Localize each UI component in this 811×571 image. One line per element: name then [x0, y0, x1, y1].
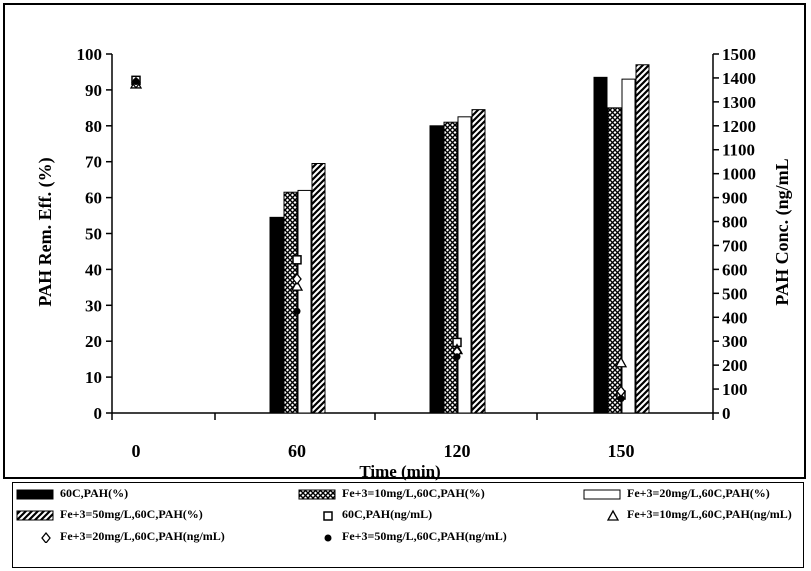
point-triangle-60: [290, 279, 304, 291]
legend-swatch: [324, 534, 332, 541]
point-diamond-60: [292, 272, 302, 286]
bar-white-60: [297, 189, 312, 414]
y-tick-label-right: 200: [722, 356, 748, 375]
bar-solid-120: [429, 125, 444, 414]
bar-solid-60: [269, 216, 284, 414]
y-tick-label-right: 1500: [722, 45, 756, 64]
y-tick-label-right: 700: [722, 236, 748, 255]
chart-frame: [3, 3, 806, 479]
y-tick-label-right: 1000: [722, 165, 756, 184]
legend-swatch: [298, 489, 336, 499]
legend-item: 60C,PAH(ng/mL): [298, 507, 432, 522]
y-tick-label-left: 80: [85, 117, 102, 136]
x-tick-label: 120: [444, 441, 471, 461]
point-dot-60: [293, 307, 301, 315]
chart-canvas: 0102030405060708090100010020030040050060…: [35, 45, 793, 481]
legend-item: Fe+3=20mg/L,60C,PAH(%): [583, 486, 770, 501]
point-dot-120: [453, 353, 461, 361]
legend-label: 60C,PAH(%): [60, 486, 129, 500]
bar-diagonal-150: [635, 64, 650, 414]
y-tick-label-left: 40: [85, 260, 102, 279]
legend-label: Fe+3=10mg/L,60C,PAH(%): [342, 486, 485, 500]
bars-layer: [269, 64, 650, 414]
y-tick-label-right: 300: [722, 332, 748, 351]
legend-item: 60C,PAH(%): [16, 486, 128, 501]
y-tick-label-right: 500: [722, 284, 748, 303]
y-tick-label-left: 70: [85, 153, 102, 172]
legend-item: Fe+3=10mg/L,60C,PAH(%): [298, 486, 485, 501]
legend-item: Fe+3=20mg/L,60C,PAH(ng/mL): [16, 529, 225, 544]
y-tick-label-left: 90: [85, 81, 102, 100]
y-tick-label-right: 900: [722, 189, 748, 208]
legend-swatch: [16, 489, 54, 499]
y-tick-label-left: 10: [85, 368, 102, 387]
x-tick-label: 60: [288, 441, 306, 461]
y-tick-label-right: 400: [722, 308, 748, 327]
x-axis-title: Time (min): [359, 462, 440, 481]
labels-layer: 0102030405060708090100010020030040050060…: [35, 45, 793, 481]
legend-label: Fe+3=20mg/L,60C,PAH(%): [627, 486, 770, 500]
y-tick-label-right: 100: [722, 380, 748, 399]
y-tick-label-left: 50: [85, 225, 102, 244]
legend-item: Fe+3=50mg/L,60C,PAH(%): [16, 507, 203, 522]
bar-crosshatch-150: [607, 107, 622, 414]
y-tick-label-left: 100: [77, 45, 103, 64]
points-layer: [129, 75, 628, 403]
legend-label: Fe+3=20mg/L,60C,PAH(ng/mL): [60, 529, 225, 543]
y-tick-label-right: 1300: [722, 93, 756, 112]
legend-item: Fe+3=50mg/L,60C,PAH(ng/mL): [298, 529, 507, 544]
bar-diagonal-120: [471, 109, 486, 414]
y-axis-title-right: PAH Conc. (ng/mL: [772, 158, 793, 305]
point-triangle-150: [614, 356, 628, 368]
point-dot-150: [617, 395, 625, 403]
x-tick-label: 150: [608, 441, 635, 461]
bar-white-150: [621, 78, 636, 414]
x-tick-label: 0: [132, 441, 141, 461]
legend: 60C,PAH(%) Fe+3=10mg/L,60C,PAH(%) Fe+3=20m…: [12, 482, 804, 568]
legend-swatch: [606, 509, 620, 521]
y-tick-label-right: 0: [722, 404, 731, 423]
legend-label: 60C,PAH(ng/mL): [342, 507, 433, 521]
legend-label: Fe+3=10mg/L,60C,PAH(ng/mL): [627, 507, 792, 521]
legend-label: Fe+3=50mg/L,60C,PAH(ng/mL): [342, 529, 507, 543]
bar-crosshatch-120: [443, 121, 458, 414]
bar-crosshatch-60: [283, 191, 298, 414]
y-tick-label-right: 800: [722, 213, 748, 232]
legend-swatch: [16, 510, 54, 520]
y-tick-label-right: 1100: [722, 141, 755, 160]
y-tick-label-left: 0: [94, 404, 103, 423]
y-tick-label-left: 20: [85, 332, 102, 351]
legend-item: Fe+3=10mg/L,60C,PAH(ng/mL): [583, 507, 792, 522]
y-tick-label-left: 60: [85, 189, 102, 208]
point-dot-0: [132, 78, 140, 86]
bar-solid-150: [593, 76, 608, 414]
y-axis-title-left: PAH Rem. Eff. (%): [35, 157, 56, 306]
y-tick-label-right: 600: [722, 260, 748, 279]
point-square-60: [292, 255, 302, 265]
legend-swatch: [583, 489, 621, 499]
bar-diagonal-60: [311, 162, 326, 414]
legend-label: Fe+3=50mg/L,60C,PAH(%): [60, 507, 203, 521]
y-tick-label-left: 30: [85, 296, 102, 315]
legend-swatch: [323, 510, 333, 521]
bar-white-120: [457, 116, 472, 414]
y-tick-label-right: 1200: [722, 117, 756, 136]
y-tick-label-right: 1400: [722, 69, 756, 88]
legend-swatch: [41, 531, 51, 543]
